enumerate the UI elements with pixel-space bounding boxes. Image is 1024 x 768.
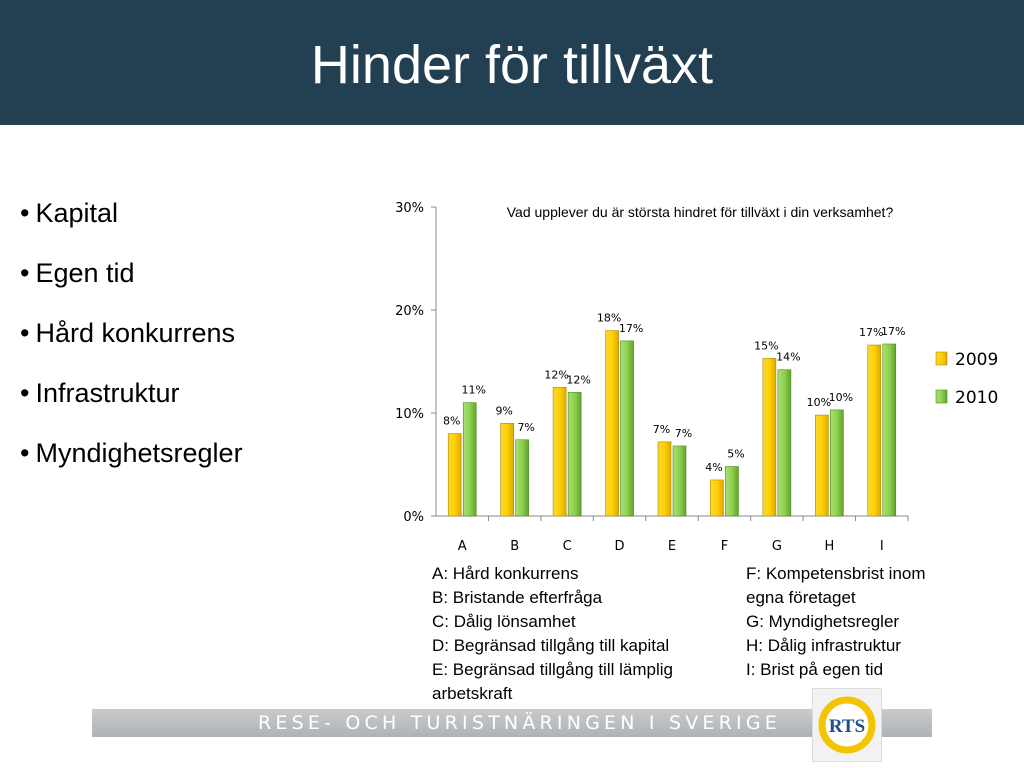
footer-band (92, 709, 932, 737)
category-legend-entry: H: Dålig infrastruktur (746, 636, 901, 655)
bar-2010 (515, 439, 529, 517)
x-tick-label: H (824, 539, 834, 554)
data-label: 7% (517, 421, 534, 434)
slide-title: Hinder för tillväxt (310, 35, 714, 95)
data-label: 14% (776, 351, 800, 364)
data-label: 17% (881, 325, 905, 338)
data-label: 4% (705, 461, 722, 474)
category-legend-entry: arbetskraft (432, 684, 513, 703)
bullet-dot: • (20, 198, 30, 228)
category-legend-right: F: Kompetensbrist inom egna företaget G:… (746, 562, 926, 682)
bar-2010 (567, 392, 582, 517)
bullet-item: • Myndighetsregler (20, 435, 243, 495)
data-label: 12% (544, 368, 568, 381)
x-tick-label: E (668, 539, 676, 554)
legend-label: 2010 (955, 388, 998, 408)
category-legend-entry: G: Myndighetsregler (746, 612, 900, 631)
bar-2010 (462, 402, 477, 517)
y-tick-label: 20% (395, 304, 424, 319)
data-label: 15% (754, 339, 778, 352)
data-label: 18% (597, 312, 621, 325)
category-legend-left: A: Hård konkurrens B: Bristande efterfrå… (432, 562, 673, 706)
bar-2009 (710, 479, 724, 517)
bullet-item: • Infrastruktur (20, 375, 243, 435)
legend-swatch-2009 (935, 351, 948, 366)
bar-2010 (777, 369, 792, 517)
bullet-text: Kapital (35, 198, 119, 228)
bar-2009 (762, 358, 777, 517)
bar-2009 (447, 433, 462, 517)
x-tick-label: I (880, 539, 884, 554)
bar-2009 (657, 441, 672, 517)
x-tick-label: C (563, 539, 572, 554)
data-label: 10% (807, 396, 831, 409)
data-label: 7% (653, 423, 670, 436)
category-legend-entry: egna företaget (746, 588, 856, 607)
data-label: 12% (566, 373, 590, 386)
category-legend-entry: B: Bristande efterfråga (432, 588, 603, 607)
category-legend-entry: C: Dålig lönsamhet (432, 612, 576, 631)
header-band (0, 0, 1024, 125)
bar-2010 (620, 340, 634, 517)
x-tick-label: A (458, 539, 467, 554)
data-label: 10% (829, 391, 853, 404)
bar-2009 (552, 386, 567, 517)
logo-text: RTS (829, 716, 865, 737)
footer-text: RESE- OCH TURISTNÄRINGEN I SVERIGE (258, 712, 781, 734)
data-label: 7% (675, 427, 692, 440)
logo-icon: RTS (818, 696, 876, 754)
y-tick-label: 10% (395, 407, 424, 422)
legend-swatch-2010 (935, 389, 948, 404)
y-tick-label: 0% (403, 510, 424, 525)
category-legend-entry: D: Begränsad tillgång till kapital (432, 636, 670, 655)
x-tick-label: G (772, 539, 782, 554)
y-tick-label: 30% (395, 201, 424, 216)
bullet-item: • Hård konkurrens (20, 315, 243, 375)
bar-2009 (500, 423, 514, 517)
x-tick-label: D (615, 539, 625, 554)
data-label: 5% (727, 448, 744, 461)
x-tick-label: F (721, 539, 728, 554)
bar-2010 (672, 445, 687, 517)
rts-logo: RTS (812, 688, 882, 762)
data-label: 11% (461, 384, 485, 397)
bullet-dot: • (20, 318, 30, 348)
category-legend-entry: I: Brist på egen tid (746, 660, 884, 679)
bar-2009 (867, 344, 882, 517)
category-legend-entry: E: Begränsad tillgång till lämplig (432, 660, 673, 679)
bar-2010 (830, 409, 844, 517)
chart-title: Vad upplever du är största hindret för t… (507, 204, 894, 220)
legend-label: 2009 (955, 350, 998, 370)
x-tick-label: B (510, 539, 519, 554)
bar-2009 (605, 330, 619, 517)
bullet-dot: • (20, 378, 30, 408)
bar-2009 (815, 414, 829, 517)
category-legend-entry: F: Kompetensbrist inom (746, 564, 926, 583)
data-label: 9% (495, 404, 512, 417)
bullet-dot: • (20, 258, 30, 288)
bullet-text: Infrastruktur (35, 378, 180, 408)
data-label: 8% (443, 415, 460, 428)
bullet-item: • Egen tid (20, 255, 243, 315)
category-legend-entry: A: Hård konkurrens (432, 564, 579, 583)
bar-2010 (882, 343, 897, 517)
bullet-text: Hård konkurrens (35, 318, 236, 348)
bullet-dot: • (20, 438, 30, 468)
bar-2010 (725, 466, 739, 517)
data-label: 17% (619, 322, 643, 335)
bullet-item: • Kapital (20, 195, 243, 255)
bullet-list: • Kapital • Egen tid • Hård konkurrens • Inf… (20, 195, 243, 495)
bullet-text: Myndighetsregler (35, 438, 243, 468)
bullet-text: Egen tid (35, 258, 135, 288)
data-label: 17% (859, 326, 883, 339)
bar-chart: Vad upplever du är största hindret för t… (395, 201, 998, 554)
